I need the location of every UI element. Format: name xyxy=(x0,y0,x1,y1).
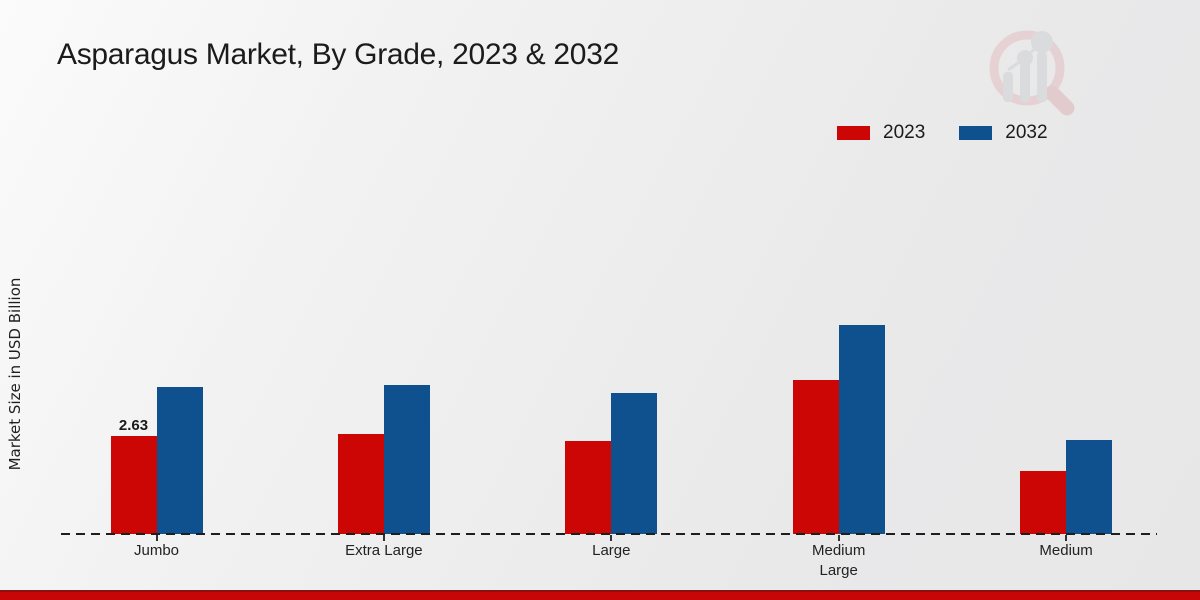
x-tick-medium xyxy=(1065,535,1068,541)
x-tick-label-jumbo: Jumbo xyxy=(133,542,180,559)
legend-item-2032: 2032 xyxy=(959,122,1048,144)
x-tick-label-large: Large xyxy=(592,542,631,559)
bar-2032-medium-large xyxy=(838,325,885,534)
x-tick-label-medium: Medium xyxy=(1039,542,1093,559)
x-tick-medium-large xyxy=(837,535,840,541)
bar-2032-medium xyxy=(1066,440,1113,534)
bar-2023-jumbo xyxy=(110,436,157,534)
legend-label-2032: 2032 xyxy=(1005,122,1048,143)
x-tick-jumbo xyxy=(155,535,158,541)
chart-title: Asparagus Market, By Grade, 2023 & 2032 xyxy=(57,38,619,71)
x-tick-label-extra-large: Extra Large xyxy=(345,542,423,559)
legend-swatch-2023 xyxy=(837,126,870,140)
bar-2023-medium-large xyxy=(792,380,839,534)
x-tick-large xyxy=(610,535,613,541)
x-axis-baseline xyxy=(61,533,1157,535)
bar-2023-large xyxy=(565,441,612,534)
bar-2023-extra-large xyxy=(337,434,384,534)
bar-2023-medium xyxy=(1020,471,1067,534)
legend-label-2023: 2023 xyxy=(883,122,926,143)
bar-2032-large xyxy=(611,393,658,534)
footer-accent-bar xyxy=(0,590,1200,600)
legend: 2023 2032 xyxy=(837,122,1048,144)
y-axis-label: Market Size in USD Billion xyxy=(6,277,24,471)
bar-value-label-jumbo-2023: 2.63 xyxy=(118,417,149,434)
bar-2032-extra-large xyxy=(383,385,430,534)
legend-swatch-2032 xyxy=(959,126,993,140)
logo-watermark xyxy=(989,30,1075,116)
legend-item-2023: 2023 xyxy=(837,122,925,144)
x-tick-label-medium-large: Medium Large xyxy=(812,542,866,579)
bar-2032-jumbo xyxy=(156,387,203,534)
x-tick-extra-large xyxy=(382,535,385,541)
